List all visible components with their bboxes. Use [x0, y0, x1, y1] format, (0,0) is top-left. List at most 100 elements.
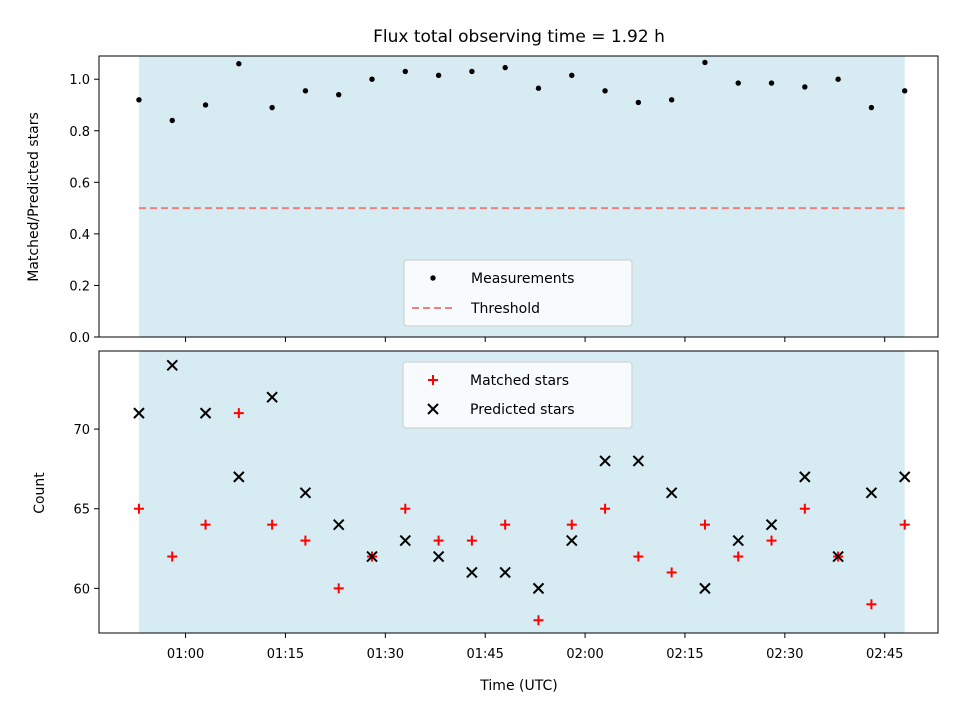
bottom-y-axis-label: Count: [32, 472, 48, 514]
predicted-stars-point: [699, 582, 711, 595]
legend-predicted-marker: [427, 403, 439, 415]
x-axis-label: Time (UTC): [479, 678, 557, 694]
predicted-stars-point: [732, 534, 744, 547]
matched-stars-point: [200, 519, 211, 530]
measurement-point: [336, 91, 342, 98]
x-tick-label: 02:45: [866, 647, 903, 662]
legend-matched-label: Matched stars: [470, 373, 569, 389]
measurement-point: [735, 80, 741, 86]
x-tick-label: 02:15: [666, 647, 703, 662]
bottom-legend: Matched stars Predicted stars: [402, 361, 633, 429]
matched-stars-point: [466, 535, 477, 546]
predicted-stars-point: [199, 407, 212, 419]
matched-stars-point: [866, 599, 877, 610]
bottom-y-axis: 60 65 70: [73, 423, 99, 597]
top-y-tick-label: 1.0: [69, 73, 90, 88]
predicted-stars-point: [665, 487, 678, 499]
x-tick-label: 01:45: [466, 647, 503, 662]
legend-measurements-label: Measurements: [471, 271, 574, 287]
bottom-y-tick-label: 70: [73, 423, 90, 438]
matched-stars-point: [167, 551, 178, 562]
top-y-tick-label: 0.6: [69, 176, 90, 191]
measurement-point: [236, 61, 242, 67]
bottom-points-layer: [133, 359, 911, 626]
predicted-stars-point: [333, 518, 345, 531]
bottom-legend-box: [402, 361, 633, 429]
measurement-point: [435, 72, 442, 79]
predicted-stars-point: [898, 471, 911, 483]
matched-stars-point: [733, 551, 744, 562]
predicted-stars-point: [133, 407, 145, 419]
x-tick-label: 01:15: [267, 647, 304, 662]
measurement-point: [868, 104, 875, 111]
matched-stars-point: [400, 503, 411, 514]
predicted-stars-point: [166, 359, 178, 372]
matched-stars-point: [699, 519, 710, 530]
top-y-tick-label: 0.0: [69, 331, 90, 346]
measurement-point: [469, 68, 475, 75]
top-panel: 0.0 0.2 0.4 0.6 0.8 1.0 Matched/Predicted sta…: [26, 55, 939, 346]
top-y-tick-label: 0.2: [69, 279, 90, 294]
matched-stars-point: [799, 503, 810, 514]
legend-measurements-marker: [430, 275, 436, 281]
x-tick-label: 02:30: [766, 647, 803, 662]
chart-title: Flux total observing time = 1.92 h: [373, 27, 665, 47]
matched-stars-point: [433, 535, 444, 546]
predicted-stars-point: [266, 391, 278, 403]
measurement-point: [369, 76, 375, 82]
matched-stars-point: [633, 551, 644, 562]
measurement-point: [835, 76, 841, 82]
matched-stars-point: [500, 519, 511, 530]
measurement-point: [202, 102, 209, 108]
matched-stars-point: [300, 535, 311, 546]
predicted-stars-point: [632, 455, 645, 467]
x-tick-label: 01:00: [167, 647, 204, 662]
measurement-point: [502, 64, 508, 71]
predicted-stars-point: [233, 471, 245, 483]
measurement-point: [169, 117, 175, 124]
top-y-axis: 0.0 0.2 0.4 0.6 0.8 1.0: [69, 73, 99, 346]
top-y-tick-label: 0.8: [69, 125, 90, 140]
measurement-point: [802, 84, 808, 90]
legend-threshold-label: Threshold: [470, 301, 540, 317]
bottom-x-axis: 01:00 01:15 01:30 01:45 02:00 02:15 02:30 02:45: [167, 633, 903, 662]
bottom-y-tick-label: 60: [73, 582, 90, 597]
measurement-point: [902, 88, 908, 94]
predicted-stars-point: [366, 550, 378, 563]
legend-matched-marker: [428, 375, 438, 385]
top-measurements-layer: [136, 59, 908, 124]
measurement-point: [402, 68, 409, 75]
measurement-point: [768, 80, 775, 86]
top-axes-frame: [98, 55, 939, 338]
predicted-stars-point: [865, 487, 878, 499]
predicted-stars-point: [765, 518, 778, 531]
matched-stars-point: [267, 519, 278, 530]
matched-stars-point: [666, 567, 677, 578]
x-tick-label: 02:00: [566, 647, 603, 662]
measurement-point: [269, 104, 275, 111]
top-legend: Measurements Threshold: [403, 259, 633, 327]
predicted-stars-point: [532, 582, 545, 595]
measurement-point: [569, 72, 575, 79]
predicted-stars-point: [432, 550, 445, 563]
matched-stars-point: [233, 408, 244, 419]
measurement-point: [302, 88, 309, 94]
top-x-ticks: [185, 337, 886, 342]
matched-stars-point: [899, 519, 910, 530]
predicted-stars-point: [466, 566, 478, 579]
measurement-point: [635, 99, 642, 106]
x-tick-label: 01:30: [367, 647, 404, 662]
predicted-stars-point: [599, 455, 611, 467]
measurement-point: [602, 88, 608, 94]
bottom-axes-frame: [98, 350, 939, 634]
matched-stars-point: [133, 503, 144, 514]
predicted-stars-point: [799, 471, 811, 483]
matched-stars-point: [333, 583, 344, 594]
predicted-stars-point: [566, 534, 578, 547]
predicted-stars-point: [499, 566, 511, 579]
legend-predicted-label: Predicted stars: [470, 402, 575, 418]
matched-stars-point: [766, 535, 777, 546]
measurement-point: [702, 59, 708, 66]
predicted-stars-point: [399, 534, 412, 547]
